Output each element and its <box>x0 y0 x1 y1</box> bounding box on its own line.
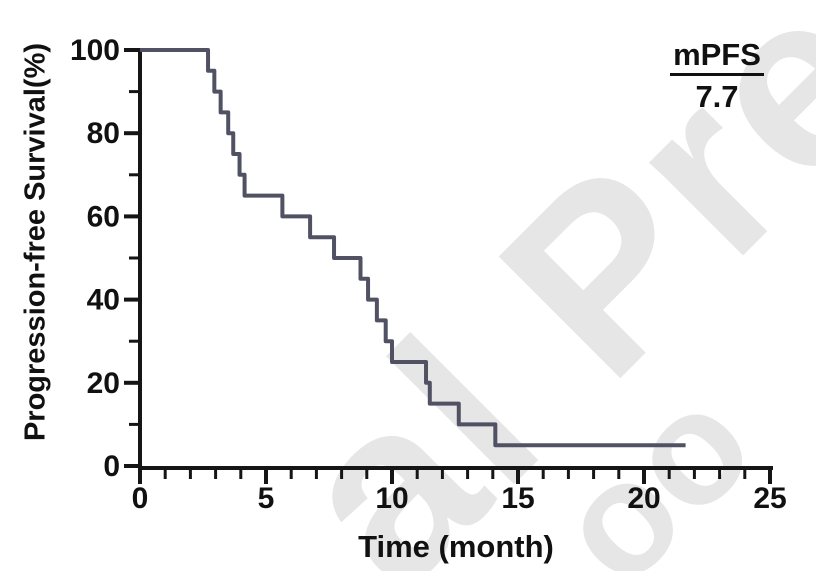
median-pfs-annotation: mPFS 7.7 <box>652 37 782 115</box>
x-tick-label: 5 <box>258 482 275 515</box>
y-tick-label: 0 <box>103 450 120 483</box>
y-tick-label: 100 <box>70 34 120 67</box>
mpfs-label: mPFS <box>670 37 764 77</box>
x-tick-label: 10 <box>375 482 408 515</box>
x-tick-label: 15 <box>501 482 534 515</box>
mpfs-value: 7.7 <box>695 79 739 115</box>
y-tick-label: 80 <box>87 117 120 150</box>
y-tick-label: 20 <box>87 367 120 400</box>
x-axis-title: Time (month) <box>358 529 554 564</box>
x-tick-label: 0 <box>132 482 149 515</box>
x-tick-label: 25 <box>753 482 786 515</box>
x-tick-label: 20 <box>627 482 660 515</box>
survival-curve-path <box>140 48 686 448</box>
y-tick-label: 40 <box>87 284 120 317</box>
y-tick-label: 60 <box>87 200 120 233</box>
y-axis-title: Progression-free Survival(%) <box>19 42 52 442</box>
